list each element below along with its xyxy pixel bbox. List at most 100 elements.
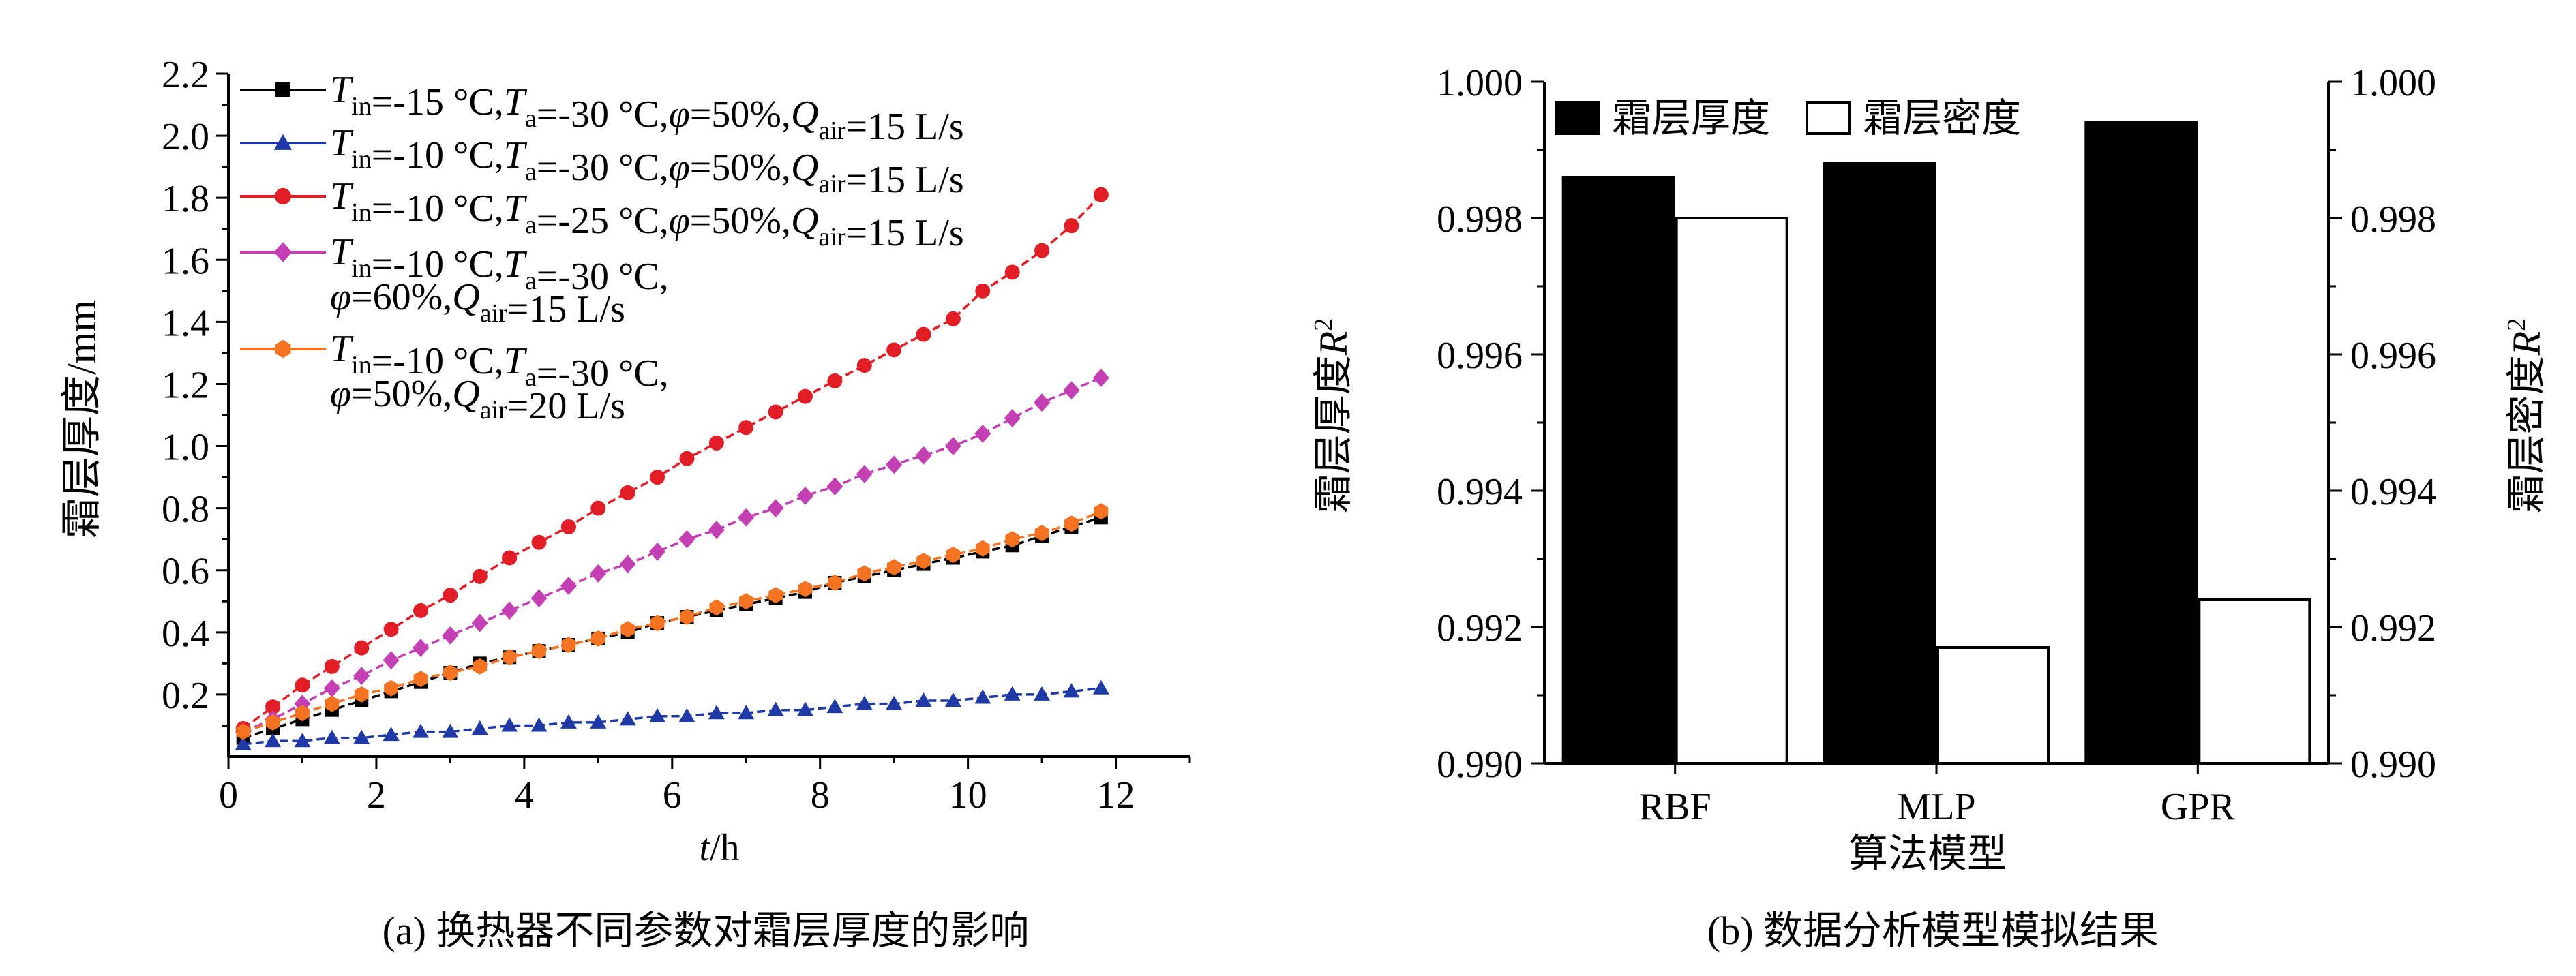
data-point — [708, 521, 725, 540]
data-point — [827, 373, 843, 388]
data-point — [944, 437, 961, 456]
legend-text-segment: Q — [791, 147, 818, 189]
left-y-axis-label: 霜层厚度R2 — [1309, 318, 1356, 513]
line-chart-series — [235, 187, 1109, 750]
y-axis-label: 霜层厚度/mm — [59, 300, 104, 538]
data-point — [443, 665, 458, 681]
data-point — [856, 358, 872, 373]
legend-label: Tin=-10 °C,Ta=-30 °C,φ=50%,Qair=15 L/s — [330, 122, 964, 201]
legend-label-line2: φ=50%,Qair=20 L/s — [330, 373, 625, 427]
x-axis-label: t/h — [699, 827, 739, 869]
bar-group-gpr — [2084, 121, 2311, 765]
legend-text-segment: φ — [669, 200, 690, 242]
data-point — [501, 717, 518, 732]
data-point — [650, 615, 665, 632]
data-point — [560, 714, 577, 729]
legend-marker — [275, 82, 290, 97]
data-point — [649, 707, 666, 722]
series-5 — [236, 503, 1109, 740]
data-point — [561, 637, 576, 653]
legend-text-segment: φ — [330, 276, 351, 318]
left-y-tick-label: 0.998 — [1437, 198, 1523, 241]
data-point — [1034, 686, 1051, 701]
legend-subscript: air — [818, 223, 845, 251]
data-point — [1063, 381, 1080, 400]
data-point — [1004, 686, 1021, 701]
legend-text-segment: Q — [452, 276, 479, 318]
legend-subscript: a — [525, 266, 537, 295]
legend-text-segment: φ — [669, 93, 690, 136]
data-point — [1063, 683, 1080, 698]
left-y-tick-label: 0.992 — [1437, 607, 1523, 650]
data-point — [857, 565, 872, 582]
legend-text-segment: =15 L/s — [845, 106, 963, 148]
data-point — [413, 603, 428, 618]
data-point — [531, 534, 547, 550]
data-point — [916, 553, 931, 570]
legend-text-segment: =-10 °C, — [372, 187, 504, 230]
legend-entry-5: Tin=-10 °C,Ta=-30 °C,φ=50%,Qair=20 L/s — [240, 328, 669, 427]
data-point — [443, 588, 458, 603]
data-point — [768, 587, 783, 604]
legend-text-segment: T — [504, 340, 528, 382]
data-point — [679, 451, 695, 466]
category-label: GPR — [2161, 786, 2236, 828]
legend-text-segment: φ — [330, 373, 351, 415]
legend-entry-4: Tin=-10 °C,Ta=-30 °C,φ=60%,Qair=15 L/s — [240, 231, 669, 331]
legend-text-segment: =50%, — [690, 200, 791, 242]
legend-marker — [274, 187, 292, 205]
data-point — [354, 640, 370, 656]
legend-text-segment: Q — [791, 200, 818, 242]
legend-label: Tin=-10 °C,Ta=-30 °C, — [330, 328, 669, 395]
right-y-tick-label: 0.994 — [2350, 471, 2436, 513]
data-point — [265, 714, 280, 731]
series-line — [243, 376, 1102, 733]
data-point — [738, 420, 754, 436]
data-point — [650, 470, 665, 485]
data-point — [797, 486, 813, 505]
legend-text-segment: =15 L/s — [845, 159, 963, 201]
data-point — [265, 733, 282, 748]
x-tick-label: 0 — [219, 774, 238, 817]
data-point — [413, 723, 429, 738]
data-point — [236, 723, 251, 740]
x-tick-label: 4 — [515, 774, 534, 817]
data-point — [886, 455, 903, 474]
data-point — [502, 649, 517, 666]
data-point — [354, 686, 369, 703]
legend-text-segment: T — [504, 134, 528, 177]
data-point — [975, 283, 991, 299]
y-tick-label: 1.2 — [162, 364, 209, 406]
legend-text-segment: =-10 °C, — [372, 340, 504, 382]
data-point — [1034, 243, 1050, 258]
data-point — [916, 326, 931, 342]
data-point — [353, 667, 370, 686]
legend-subscript: air — [480, 396, 507, 425]
data-point — [797, 701, 813, 716]
legend-subscript: in — [351, 198, 372, 227]
caption-a: (a) 换热器不同参数对霜层厚度的影响 — [383, 909, 1030, 953]
data-point — [324, 658, 340, 674]
data-point — [886, 559, 901, 576]
legend-label: Tin=-10 °C,Ta=-25 °C,φ=50%,Qair=15 L/s — [330, 175, 964, 254]
legend-subscript: in — [351, 254, 372, 283]
data-point — [708, 435, 724, 451]
data-point — [678, 530, 695, 549]
y-tick-label: 0.2 — [162, 675, 209, 717]
legend-label: Tin=-10 °C,Ta=-30 °C, — [330, 231, 669, 298]
legend-text-segment: =-25 °C, — [537, 200, 669, 242]
data-point — [383, 651, 400, 670]
data-point — [738, 593, 753, 610]
data-point — [472, 568, 488, 584]
data-point — [413, 639, 429, 658]
legend-marker — [273, 134, 293, 150]
legend-entry-2: 霜层密度 — [1806, 96, 2021, 140]
data-point — [620, 621, 635, 638]
data-point — [265, 699, 281, 715]
left-y-tick-label: 0.990 — [1437, 744, 1523, 786]
legend-text-segment: T — [330, 69, 354, 111]
data-point — [530, 717, 548, 732]
legend-text-segment: T — [504, 187, 528, 230]
bar-frost-density — [1936, 646, 2050, 765]
bar-chart-legend: 霜层厚度 霜层密度 — [1555, 96, 2021, 140]
